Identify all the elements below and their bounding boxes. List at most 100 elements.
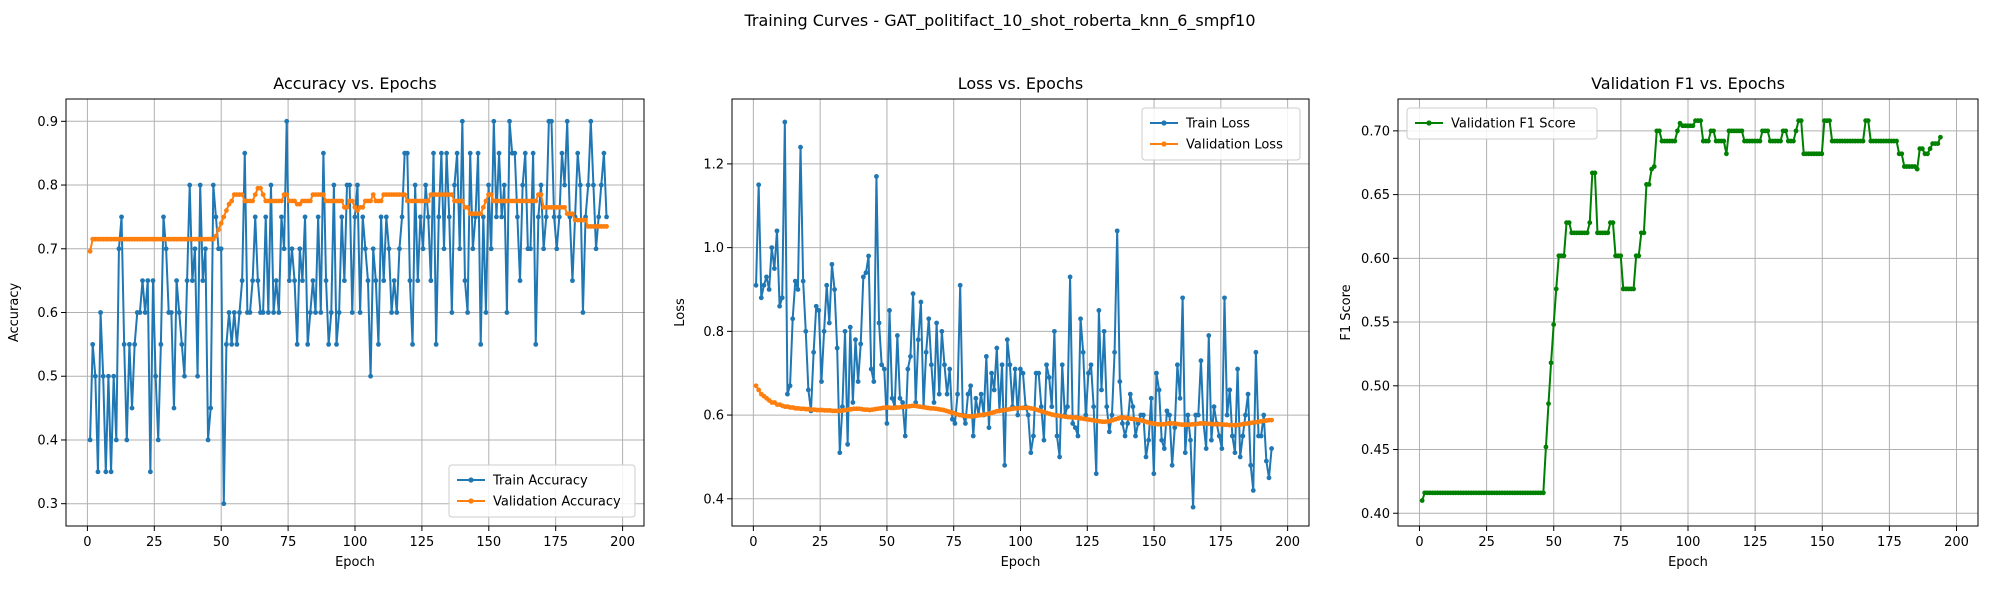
legend-swatch-marker — [1161, 141, 1167, 147]
data-point — [507, 118, 512, 124]
data-point — [454, 150, 460, 156]
data-point — [1543, 444, 1549, 450]
x-tick-label: 150 — [1142, 535, 1167, 550]
data-point — [965, 391, 971, 397]
data-point — [1002, 462, 1008, 468]
data-point — [777, 303, 782, 309]
data-point — [331, 182, 337, 188]
data-point — [535, 214, 541, 220]
data-point — [528, 246, 533, 252]
data-point — [753, 383, 759, 389]
x-tick-label: 175 — [1208, 535, 1233, 550]
data-point — [1698, 118, 1704, 124]
data-point — [1237, 454, 1243, 460]
data-point — [344, 204, 350, 210]
data-point — [111, 373, 117, 379]
data-point — [1088, 362, 1094, 368]
data-point — [834, 345, 840, 351]
data-point — [483, 198, 489, 204]
data-point — [931, 400, 937, 405]
data-point — [596, 214, 602, 220]
data-point — [562, 182, 567, 188]
y-tick-label: 0.45 — [1361, 443, 1390, 458]
data-point — [556, 214, 562, 220]
data-point — [1004, 337, 1010, 343]
data-point — [955, 391, 960, 397]
data-point — [480, 204, 486, 210]
data-point — [970, 433, 976, 439]
data-point — [302, 214, 308, 220]
data-point — [294, 341, 300, 347]
data-point — [486, 182, 491, 188]
data-point — [1059, 362, 1065, 368]
data-point — [436, 214, 442, 220]
data-point — [286, 278, 292, 284]
series-line — [755, 121, 1273, 509]
data-point — [758, 295, 764, 301]
data-point — [425, 214, 431, 220]
data-point — [1240, 433, 1246, 439]
data-point — [452, 182, 457, 188]
data-point — [1067, 274, 1073, 280]
data-point — [512, 150, 518, 156]
data-point — [1120, 421, 1125, 426]
data-point — [271, 310, 276, 315]
data-point — [1263, 458, 1269, 464]
data-point — [753, 282, 759, 288]
data-point — [121, 341, 127, 347]
legend: Train Loss Validation Loss — [1141, 107, 1301, 161]
data-point — [420, 246, 426, 252]
data-point — [766, 287, 772, 292]
data-point — [832, 287, 837, 292]
data-point — [1065, 404, 1070, 410]
data-point — [1041, 437, 1047, 443]
data-point — [158, 341, 164, 347]
data-point — [150, 278, 156, 284]
data-point — [1914, 166, 1920, 172]
data-point — [1540, 490, 1546, 496]
data-point — [1778, 138, 1783, 144]
data-point — [795, 287, 801, 292]
x-tick-label: 50 — [879, 535, 896, 550]
data-point — [1235, 366, 1240, 372]
data-point — [774, 228, 780, 234]
series-1 — [1419, 118, 1943, 503]
data-point — [1209, 437, 1214, 443]
data-point — [1219, 446, 1225, 451]
data-point — [936, 391, 942, 397]
data-point — [798, 144, 803, 150]
data-point — [357, 310, 363, 315]
data-point — [876, 320, 882, 326]
data-point — [1080, 349, 1086, 355]
data-point — [543, 214, 549, 220]
data-point — [1827, 118, 1832, 124]
data-point — [1127, 391, 1133, 397]
data-point — [441, 246, 447, 252]
data-point — [1140, 412, 1146, 418]
data-point — [113, 437, 119, 443]
data-point — [108, 469, 114, 475]
data-point — [334, 341, 339, 347]
data-point — [352, 204, 358, 210]
data-point — [1185, 412, 1191, 418]
data-point — [853, 337, 858, 343]
data-point — [1206, 333, 1212, 338]
data-point — [1269, 446, 1274, 451]
data-point — [978, 391, 984, 397]
data-point — [494, 214, 499, 220]
legend: Validation F1 Score — [1406, 107, 1598, 140]
data-point — [1243, 412, 1248, 418]
data-point — [824, 282, 830, 288]
data-point — [425, 198, 431, 204]
data-point — [1656, 128, 1662, 134]
data-point — [1765, 128, 1771, 134]
data-point — [1156, 387, 1162, 393]
legend-label: Validation Accuracy — [493, 495, 621, 510]
data-point — [289, 246, 295, 252]
x-tick-label: 75 — [945, 535, 962, 550]
data-point — [1070, 421, 1076, 426]
data-point — [360, 204, 366, 210]
data-point — [1587, 220, 1593, 226]
data-point — [530, 150, 536, 156]
